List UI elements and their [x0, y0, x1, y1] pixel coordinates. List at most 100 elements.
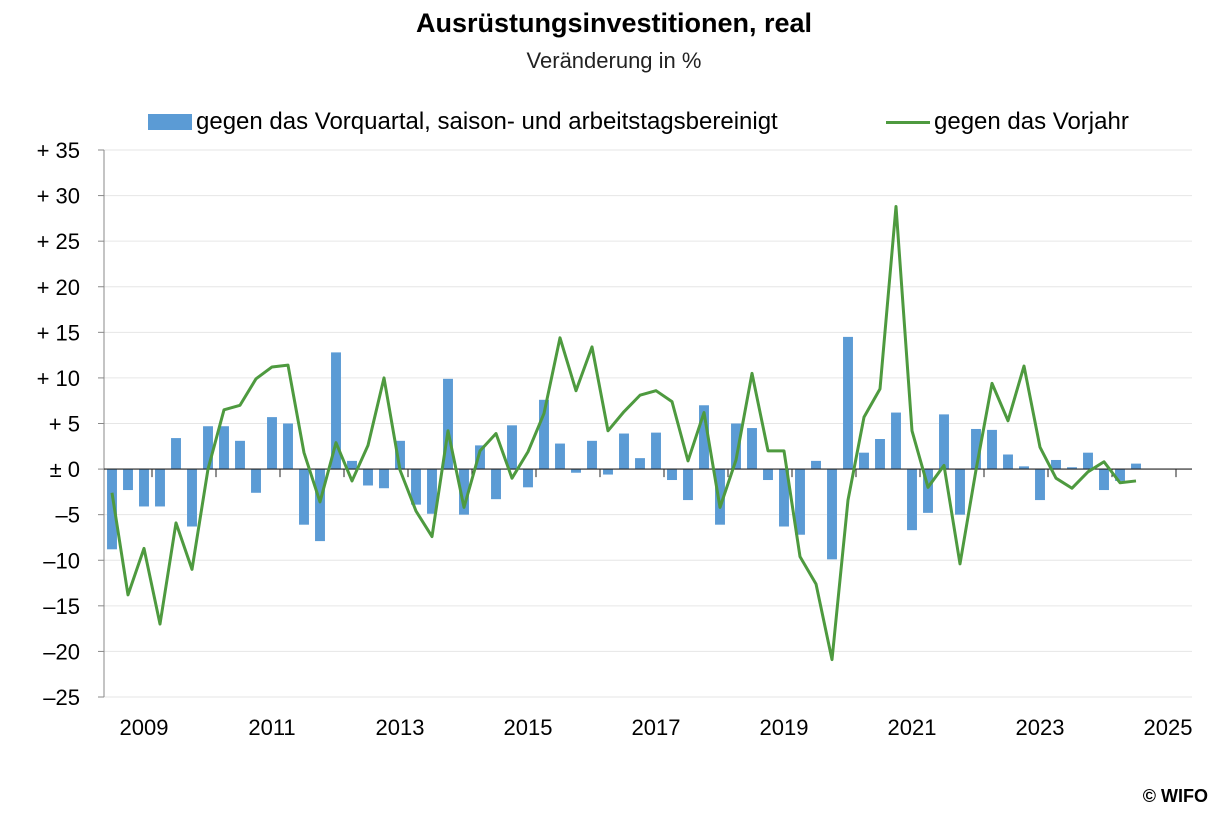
- bar: [891, 412, 901, 470]
- chart-subtitle: Veränderung in %: [526, 48, 702, 73]
- x-tick-label: 2011: [248, 715, 295, 740]
- series-line: [110, 205, 1137, 662]
- bar: [539, 399, 549, 470]
- y-tick-label: –15: [43, 594, 80, 619]
- bar: [427, 469, 437, 514]
- legend-line-label: gegen das Vorjahr: [934, 108, 1129, 135]
- x-tick-label: 2021: [888, 715, 937, 740]
- bar: [507, 425, 517, 470]
- bar: [1115, 469, 1125, 481]
- x-tick-label: 2015: [504, 715, 553, 740]
- bar: [411, 469, 421, 505]
- bar: [923, 469, 933, 513]
- bar: [315, 469, 325, 542]
- bar: [731, 423, 741, 470]
- bar: [379, 469, 389, 489]
- legend-line-swatch: [886, 120, 930, 124]
- bar: [1035, 469, 1045, 501]
- bar: [203, 426, 213, 470]
- bar: [571, 469, 581, 473]
- y-tick-label: + 25: [37, 229, 80, 254]
- legend-item-bars: gegen das Vorquartal, saison- und arbeit…: [148, 108, 778, 136]
- bar: [987, 429, 997, 470]
- y-tick-label: –10: [43, 548, 80, 573]
- y-tick-label: –25: [43, 685, 80, 710]
- y-tick-label: + 35: [37, 138, 80, 163]
- bar: [1051, 459, 1061, 470]
- bar: [1019, 466, 1029, 470]
- bar: [107, 469, 117, 550]
- bar: [667, 469, 677, 481]
- bar: [811, 460, 821, 470]
- y-tick-label: + 5: [49, 412, 80, 437]
- bar: [251, 469, 261, 493]
- chart-title: Ausrüstungsinvestitionen, real: [415, 8, 813, 38]
- y-tick-label: –20: [43, 639, 80, 664]
- y-tick-label: ± 0: [50, 457, 80, 482]
- bar: [603, 469, 613, 475]
- legend: gegen das Vorquartal, saison- und arbeit…: [0, 108, 1228, 142]
- legend-bar-swatch: [148, 114, 192, 130]
- bar: [651, 432, 661, 470]
- bar: [155, 469, 165, 507]
- bar: [235, 440, 245, 470]
- bar: [843, 336, 853, 470]
- bar: [1083, 452, 1093, 470]
- bar: [283, 423, 293, 470]
- y-tick-label: + 20: [37, 275, 80, 300]
- y-tick-label: + 10: [37, 366, 80, 391]
- bar: [619, 433, 629, 470]
- bar: [763, 469, 773, 481]
- bar: [331, 352, 341, 470]
- x-tick-label: 2013: [376, 715, 425, 740]
- legend-bar-label: gegen das Vorquartal, saison- und arbeit…: [196, 108, 778, 135]
- y-tick-labels: + 35 + 30 + 25 + 20 + 15 + 10 + 5 ± 0 –5 –10 –15 –2…: [37, 138, 80, 710]
- bar: [971, 428, 981, 470]
- bar: [1099, 469, 1109, 491]
- bar: [363, 469, 373, 486]
- bar: [171, 438, 181, 470]
- bar: [955, 469, 965, 515]
- bar: [827, 469, 837, 560]
- bar: [523, 469, 533, 488]
- bar: [875, 438, 885, 470]
- bar: [299, 469, 309, 525]
- bar: [1003, 454, 1013, 470]
- bar: [715, 469, 725, 525]
- gridlines: [98, 149, 1192, 698]
- bar: [459, 469, 469, 515]
- x-tick-label: 2025: [1144, 715, 1193, 740]
- bar: [795, 469, 805, 535]
- bar: [187, 469, 197, 527]
- bar: [939, 414, 949, 470]
- x-tick-label: 2019: [760, 715, 809, 740]
- bar: [219, 426, 229, 470]
- line-series: [110, 205, 1137, 662]
- x-tick-label: 2017: [632, 715, 681, 740]
- bar: [267, 417, 277, 470]
- bar: [475, 445, 485, 470]
- bar-series: [107, 336, 1141, 560]
- x-tick-label: 2009: [120, 715, 169, 740]
- bar: [907, 469, 917, 531]
- bar: [699, 405, 709, 470]
- bar: [395, 440, 405, 470]
- bar: [443, 378, 453, 470]
- y-tick-label: + 15: [37, 320, 80, 345]
- bar: [587, 440, 597, 470]
- bar: [635, 458, 645, 470]
- bar: [555, 443, 565, 470]
- bar: [347, 460, 357, 470]
- bar: [1131, 463, 1141, 470]
- legend-item-line: gegen das Vorjahr: [886, 108, 1129, 136]
- bar: [779, 469, 789, 527]
- copyright: © WIFO: [1142, 786, 1208, 806]
- x-tick-label: 2023: [1016, 715, 1065, 740]
- bar: [747, 428, 757, 470]
- bar: [683, 469, 693, 501]
- y-tick-label: –5: [56, 503, 80, 528]
- bar: [859, 452, 869, 470]
- bar: [491, 469, 501, 500]
- axes: [103, 150, 1192, 697]
